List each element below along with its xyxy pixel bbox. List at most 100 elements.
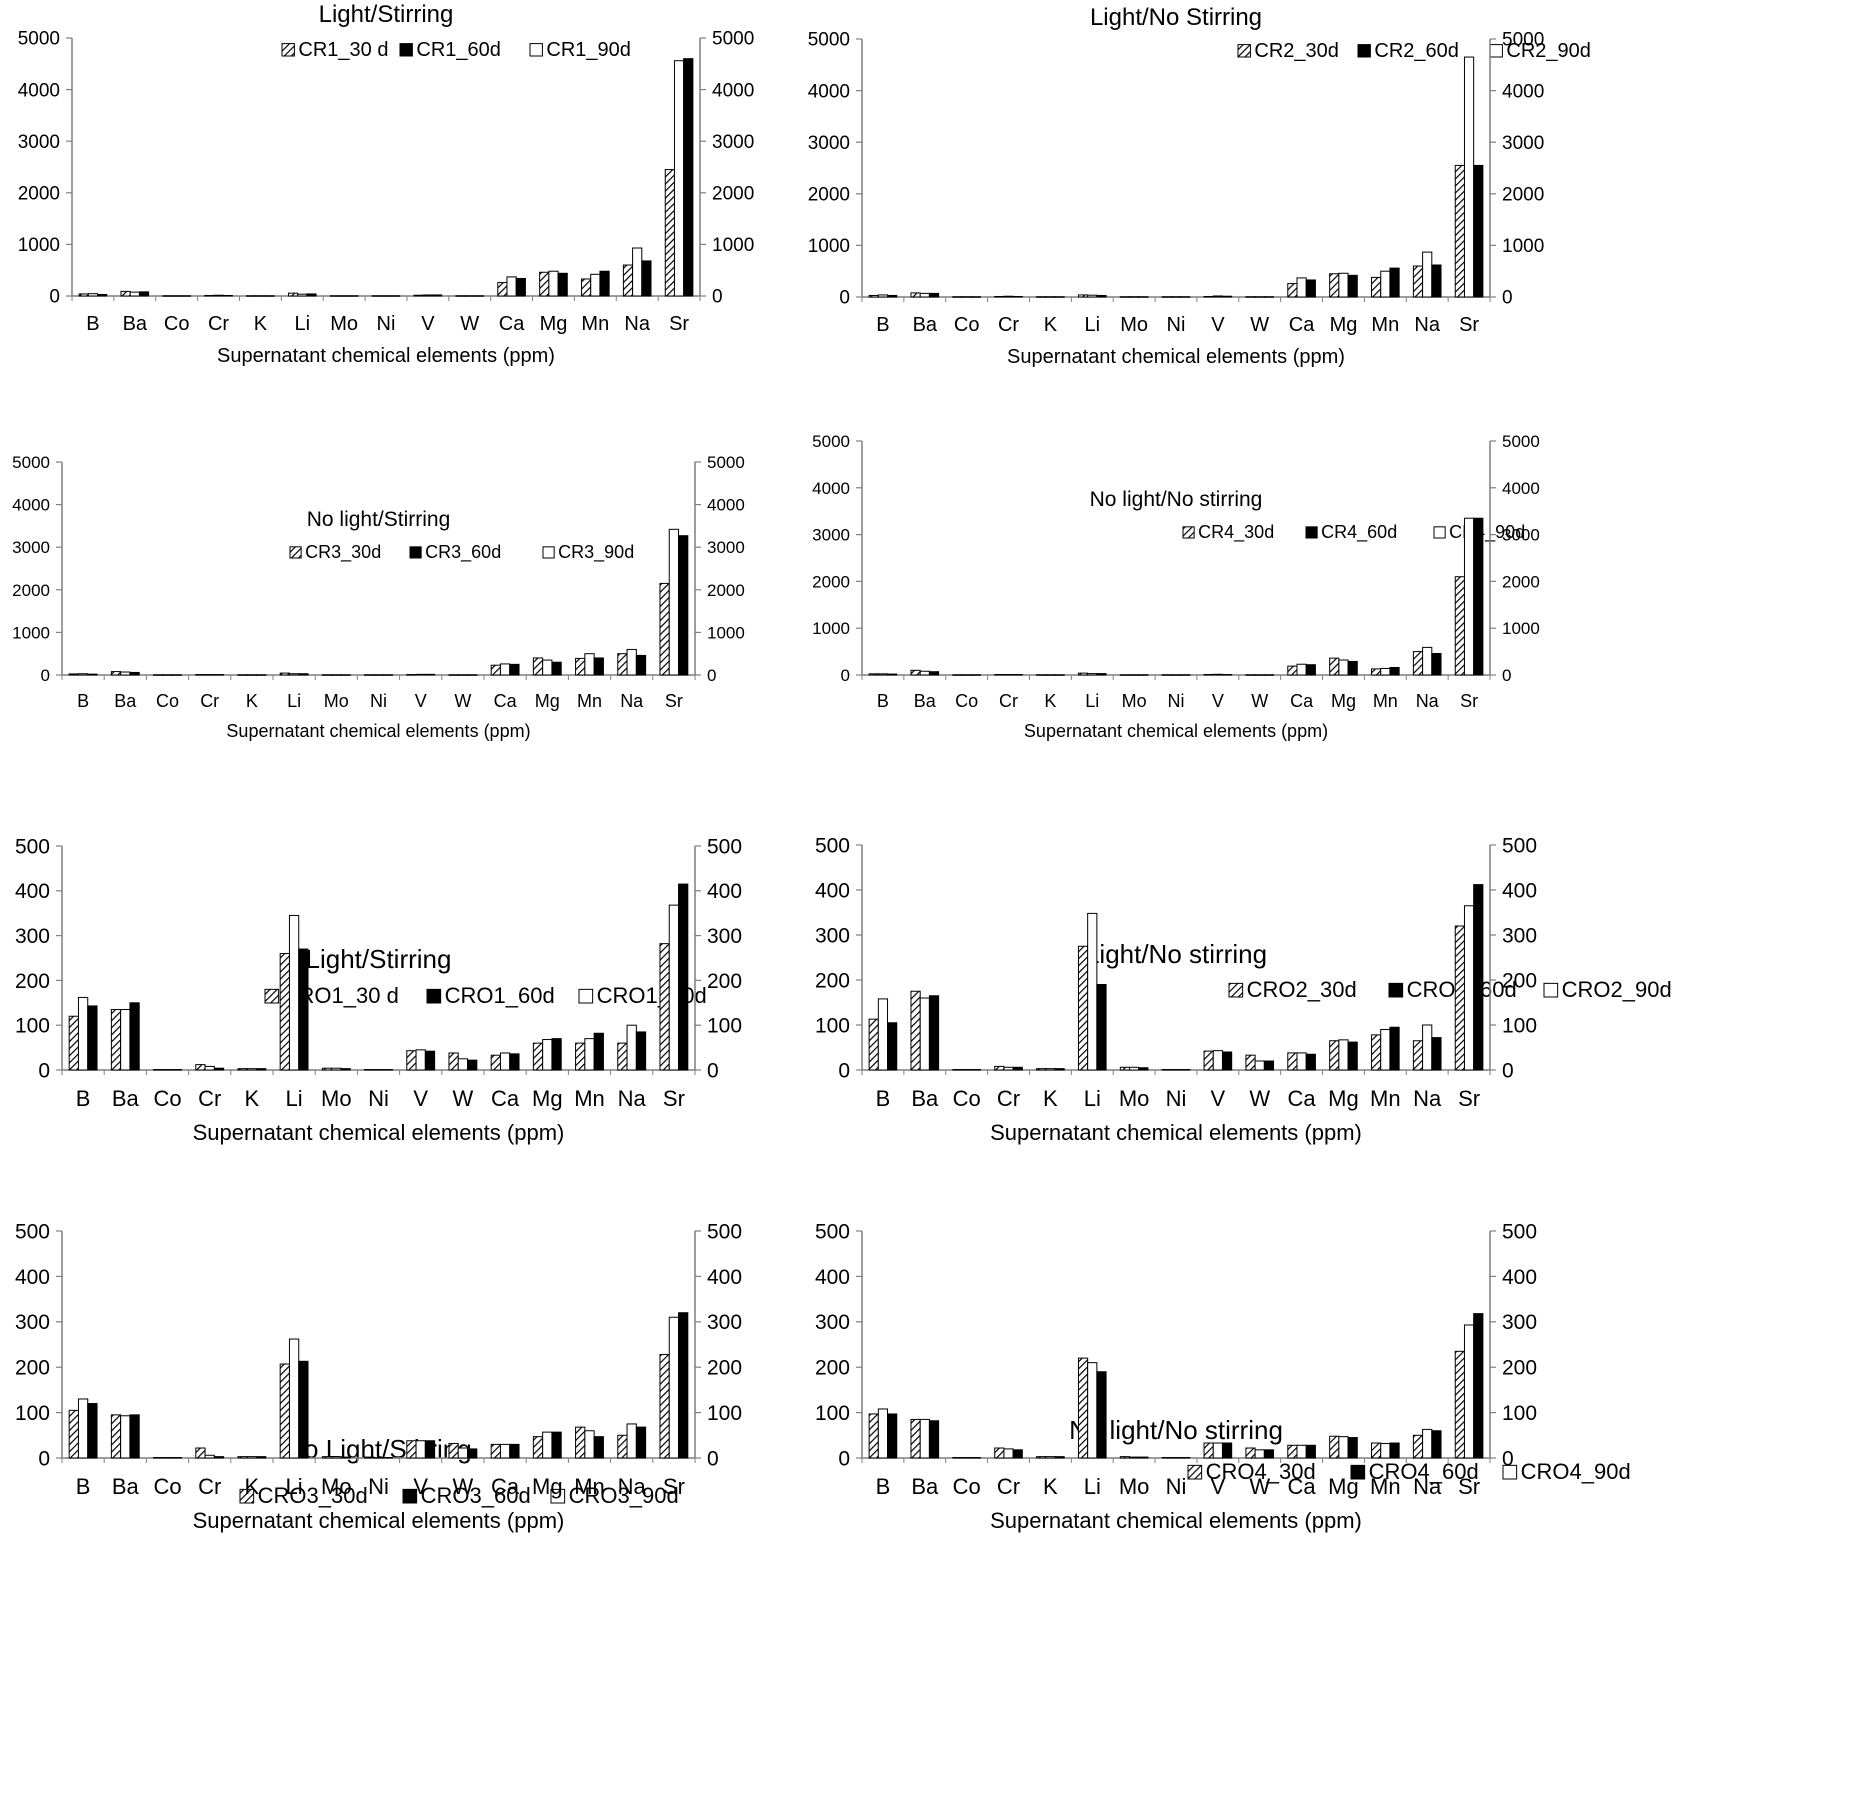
bar-CRO1_90d-Mg	[542, 1039, 553, 1071]
bar-CR2_90d-W	[1254, 296, 1265, 298]
x-tick-label: Mo	[321, 1474, 352, 1499]
bar-CRO2_60d-V	[1221, 1051, 1233, 1071]
bar-CR2_30d-Li	[1077, 294, 1089, 298]
bar-CR3_30d-Sr	[659, 582, 670, 676]
y-tick-label-right: 0	[707, 1447, 719, 1470]
bar-CRO2_30d-K	[1036, 1068, 1047, 1071]
bar-CR2_90d-Ni	[1170, 296, 1182, 298]
x-axis-title: Supernatant chemical elements (ppm)	[990, 1508, 1362, 1533]
bar-CRO2_30d-Sr	[1454, 925, 1465, 1071]
bar-CR3_90d-Sr	[668, 528, 680, 676]
x-tick-label: Na	[618, 1086, 647, 1111]
bar-CRO2_90d-Ca	[1296, 1052, 1307, 1071]
bar-CRO2_60d-Sr	[1473, 884, 1484, 1071]
legend-label: CRO4_60d	[1369, 1459, 1479, 1484]
bar-CRO4_60d-Mg	[1347, 1437, 1358, 1459]
bar-CRO1_30d-Na	[617, 1042, 628, 1071]
bar-CR1_30d-Ca	[497, 282, 508, 297]
bar-CR2_60d-Ni	[1180, 296, 1191, 298]
x-tick-label: Ni	[1166, 1474, 1187, 1499]
x-tick-label: K	[1044, 314, 1058, 336]
legend-item: CRO2_90d	[1543, 977, 1672, 1002]
bar-CR2_60d-K	[1054, 296, 1065, 298]
bar-CR3_60d-V	[424, 673, 436, 676]
bar-CR3_90d-B	[77, 673, 89, 676]
bar-CRO4_60d-Co	[970, 1457, 981, 1459]
bar-CRO1_30d-Ni	[364, 1069, 375, 1071]
bar-CRO3_90d-Co	[162, 1457, 173, 1459]
bar-CRO3_60d-Ba	[129, 1414, 140, 1459]
legend-label: CR4_30d	[1198, 522, 1274, 543]
x-tick-label: W	[460, 313, 479, 335]
bar-CR3_30d-Mo	[321, 674, 333, 676]
bar-CR3_60d-K	[256, 674, 267, 676]
x-tick-label: Ba	[911, 1474, 939, 1499]
bar-CRO2_30d-Li	[1077, 945, 1089, 1071]
y-tick-label-left: 2000	[808, 184, 850, 205]
x-tick-label: Mo	[330, 313, 358, 335]
bar-CR2_60d-Li	[1096, 294, 1107, 298]
y-tick-label-right: 2000	[1502, 572, 1540, 591]
legend-label: CR1_30 d	[298, 39, 388, 61]
bar-CRO4_30d-Ni	[1161, 1457, 1172, 1459]
bar-CRO4_90d-Na	[1422, 1428, 1433, 1459]
bar-CR1_60d-Mg	[557, 272, 568, 297]
y-tick-label-left: 500	[15, 835, 50, 858]
bar-CR3_60d-Mn	[593, 657, 604, 676]
x-tick-label: Ba	[911, 1086, 939, 1111]
bar-CRO1_30d-Mn	[575, 1042, 586, 1071]
bar-CR3_30d-B	[68, 673, 79, 676]
legend-label: CR3_60d	[425, 542, 501, 563]
y-tick-label-left: 0	[38, 1447, 50, 1470]
y-tick-label-left: 1000	[12, 623, 50, 642]
bar-CRO4_90d-Mn	[1380, 1442, 1391, 1459]
y-tick-label-left: 4000	[12, 496, 50, 515]
bar-CRO2_30d-V	[1203, 1050, 1214, 1071]
bar-CRO1_60d-Ni	[382, 1069, 393, 1071]
bar-CRO2_60d-Mo	[1138, 1067, 1149, 1071]
bar-CRO1_60d-Sr	[678, 883, 689, 1071]
legend-swatch	[1182, 526, 1195, 539]
x-tick-label: Mo	[1122, 691, 1147, 711]
bar-CR4_60d-W	[1263, 674, 1275, 676]
bar-CRO3_60d-Sr	[678, 1312, 689, 1459]
x-tick-label: B	[76, 1086, 91, 1111]
bar-CR1_60d-Ni	[390, 295, 401, 297]
bar-CRO2_90d-Co	[961, 1069, 972, 1071]
x-tick-label: K	[245, 1474, 260, 1499]
legend-item: CRO1_90d	[578, 983, 707, 1008]
x-tick-label: V	[1211, 314, 1225, 336]
x-tick-label: Cr	[200, 691, 219, 711]
legend-item: CR4_30d	[1182, 522, 1274, 543]
bar-CR2_90d-Cr	[1003, 295, 1014, 298]
legend-item: CRO1_60d	[426, 983, 555, 1008]
y-tick-label-left: 2000	[18, 183, 60, 204]
bar-CRO2_30d-Mo	[1119, 1066, 1131, 1071]
bars	[868, 56, 1484, 298]
bar-CRO3_90d-V	[415, 1440, 426, 1459]
x-tick-label: Li	[287, 691, 301, 711]
bar-CR2_60d-Sr	[1473, 164, 1484, 298]
bar-CRO1_30d-Li	[279, 953, 290, 1071]
bar-CRO4_90d-B	[877, 1408, 889, 1459]
x-tick-label: Co	[954, 314, 980, 336]
bar-CRO1_30d-Sr	[659, 943, 670, 1071]
bar-CR2_90d-Mn	[1380, 270, 1391, 298]
y-tick-label-right: 0	[1502, 1447, 1514, 1470]
bar-CRO2_30d-Mn	[1371, 1034, 1382, 1071]
bar-CR2_90d-Li	[1087, 294, 1098, 298]
y-tick-label-left: 100	[15, 1402, 50, 1425]
bar-CRO3_60d-Li	[298, 1360, 309, 1459]
bar-CR2_30d-V	[1203, 295, 1214, 298]
bar-CR1_30d-Mg	[539, 271, 550, 297]
x-tick-label: V	[415, 691, 427, 711]
legend-item: CRO2_30d	[1228, 977, 1357, 1002]
y-tick-label-right: 4000	[1502, 81, 1544, 102]
bar-CRO4_90d-K	[1045, 1456, 1056, 1459]
x-tick-label: Cr	[198, 1086, 221, 1111]
bar-CR1_60d-Co	[180, 295, 191, 297]
bar-CR1_90d-W	[464, 295, 475, 297]
bar-CRO4_30d-Co	[952, 1457, 963, 1459]
bar-CRO3_30d-B	[68, 1409, 79, 1459]
bar-CR2_90d-Mg	[1338, 272, 1349, 298]
